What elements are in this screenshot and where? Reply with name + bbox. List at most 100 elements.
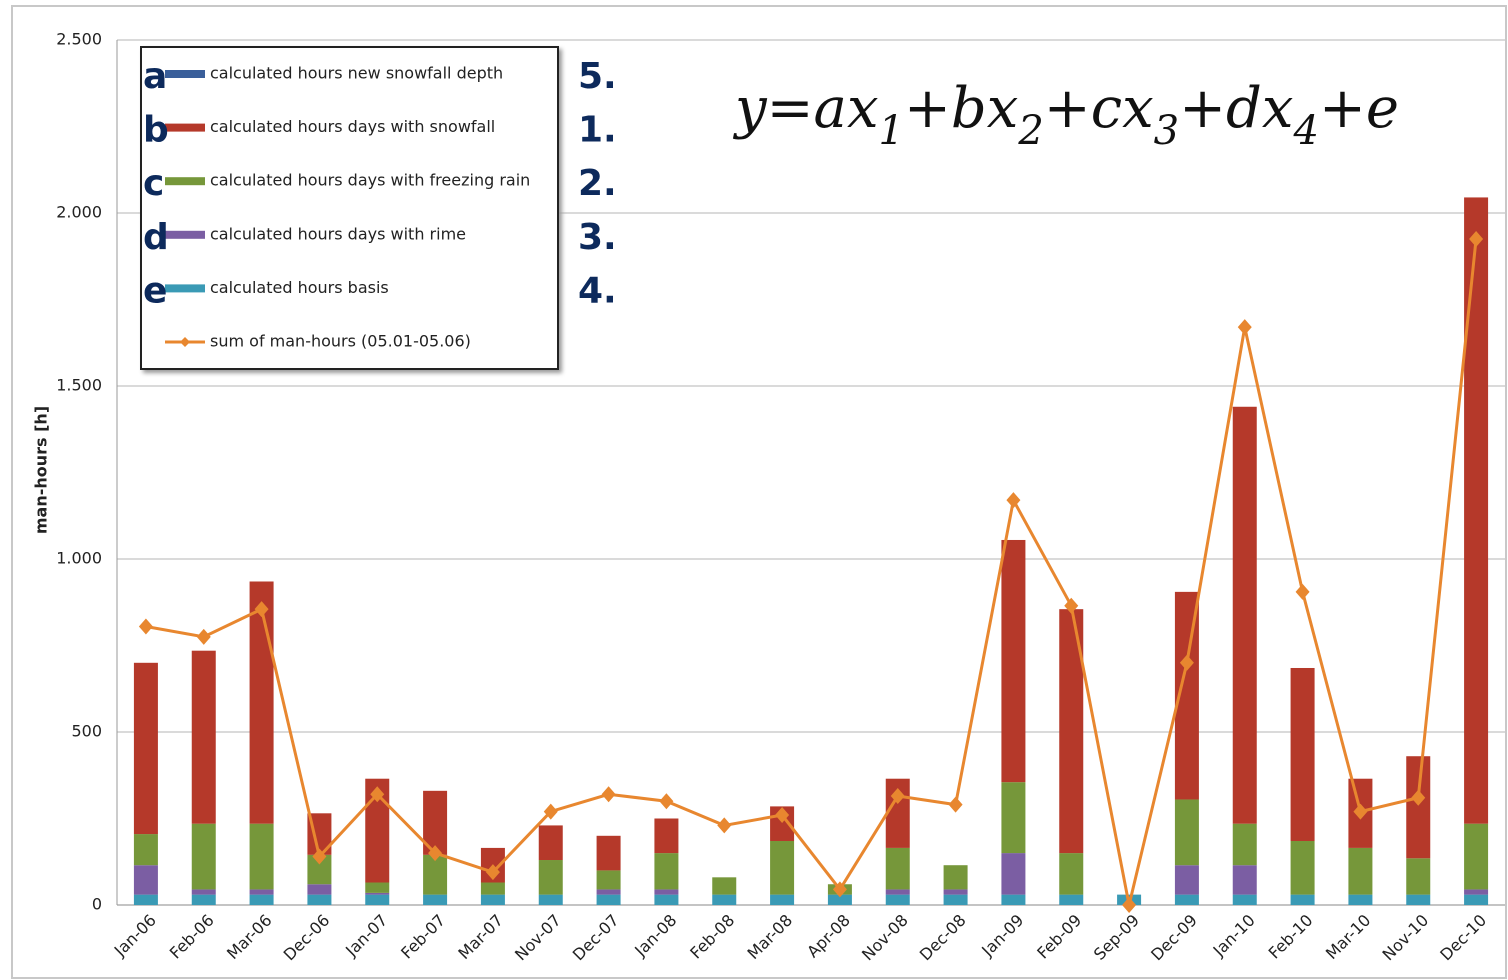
sum-marker xyxy=(1237,319,1252,336)
bar-segment xyxy=(191,889,216,895)
bar-segment xyxy=(1001,894,1026,905)
bar-segment xyxy=(480,894,505,905)
bar-segment xyxy=(1232,823,1257,866)
sum-marker xyxy=(717,817,732,834)
sum-marker xyxy=(601,786,616,803)
sum-marker xyxy=(1411,789,1426,806)
bar-segment xyxy=(1406,894,1431,905)
y-tick-label: 2.500 xyxy=(56,30,102,49)
bar-segment xyxy=(249,894,274,905)
bar-segment xyxy=(133,865,158,895)
bar-segment xyxy=(133,834,158,866)
x-tick-label: Mar-07 xyxy=(454,911,507,964)
sum-marker xyxy=(196,628,211,645)
bar-segment xyxy=(1348,847,1373,895)
sum-line xyxy=(145,238,1478,906)
bar-segment xyxy=(1290,894,1315,905)
bar-segment xyxy=(133,894,158,905)
bar-segment xyxy=(943,889,968,895)
bar-segment xyxy=(1406,756,1431,859)
bar-segment xyxy=(1174,894,1199,905)
x-tick-label: Feb-07 xyxy=(397,911,449,963)
bar-segment xyxy=(1232,894,1257,905)
bar-segment xyxy=(827,894,852,905)
legend-letter: b xyxy=(143,110,169,151)
bar-segment xyxy=(770,894,795,905)
x-tick-label: Dec-07 xyxy=(569,911,623,965)
bar-segment xyxy=(249,581,274,824)
sum-marker xyxy=(543,803,558,820)
bar-segment xyxy=(423,854,448,895)
y-axis-label: man-hours [h] xyxy=(32,406,51,534)
bar-segment xyxy=(249,889,274,895)
bar-segment xyxy=(191,894,216,905)
bar-segment xyxy=(1059,853,1084,895)
formula: y=ax1+bx2+cx3+dx4+e xyxy=(732,76,1399,155)
sum-marker xyxy=(890,788,905,805)
bar-segment xyxy=(885,847,910,890)
x-tick-label: Feb-06 xyxy=(166,911,218,963)
x-tick-label: Mar-08 xyxy=(744,911,797,964)
bar-segment xyxy=(538,894,563,905)
legend-label: calculated hours new snowfall depth xyxy=(210,64,503,83)
x-tick-label: Nov-07 xyxy=(511,911,565,965)
legend-swatch xyxy=(165,70,205,78)
legend-label: calculated hours days with snowfall xyxy=(210,117,495,136)
x-tick-label: Dec-09 xyxy=(1147,911,1201,965)
sum-marker xyxy=(138,618,153,635)
bar-segment xyxy=(1174,865,1199,895)
bar-segment xyxy=(596,889,621,895)
sum-marker xyxy=(1122,897,1137,913)
x-tick-label: Mar-10 xyxy=(1322,911,1375,964)
legend-swatch xyxy=(165,123,205,132)
bar-segment xyxy=(1464,889,1489,895)
bar-segment xyxy=(654,889,679,895)
formula-part: +dx xyxy=(1179,76,1293,141)
bar-segment xyxy=(538,860,563,895)
bar-segment xyxy=(1001,539,1026,783)
bar-segment xyxy=(1464,823,1489,890)
sum-marker xyxy=(428,845,443,862)
x-tick-label: Dec-08 xyxy=(916,911,970,965)
legend-label: calculated hours days with rime xyxy=(210,224,466,243)
bar-segment xyxy=(654,818,679,854)
rank-label: 1. xyxy=(578,110,617,151)
rank-label: 5. xyxy=(578,56,617,97)
x-tick-label: Jan-09 xyxy=(977,911,1027,961)
bar-segment xyxy=(1232,406,1257,824)
bar-segment xyxy=(596,870,621,890)
bar-segment xyxy=(596,835,621,871)
sum-marker xyxy=(659,793,674,810)
sum-marker xyxy=(1295,583,1310,600)
bar-segment xyxy=(191,823,216,890)
x-tick-label: Nov-08 xyxy=(858,911,912,965)
x-tick-label: Feb-10 xyxy=(1265,911,1317,963)
legend-letter: a xyxy=(143,56,167,97)
x-tick-label: Sep-09 xyxy=(1090,911,1143,964)
bar-segment xyxy=(1232,865,1257,895)
frame xyxy=(11,5,1507,979)
bar-segment xyxy=(712,894,737,905)
x-tick-label: Dec-06 xyxy=(280,911,334,965)
rank-label: 2. xyxy=(578,163,617,204)
x-tick-label: Jan-08 xyxy=(630,911,680,961)
rank-label: 4. xyxy=(578,270,617,311)
legend-marker xyxy=(180,337,190,347)
bar-segment xyxy=(1001,782,1026,854)
sum-marker xyxy=(254,601,269,618)
sum-marker xyxy=(832,881,847,898)
legend-swatch xyxy=(165,177,205,186)
bar-segment xyxy=(770,840,795,895)
x-tick-label: Jan-10 xyxy=(1209,911,1259,961)
x-tick-label: Feb-09 xyxy=(1033,911,1085,963)
y-tick-label: 1.000 xyxy=(56,549,102,568)
bar-segment xyxy=(191,650,216,824)
bar-segment xyxy=(480,882,505,895)
legend-letter: e xyxy=(143,270,167,311)
sum-marker xyxy=(1006,492,1021,509)
sum-marker xyxy=(948,796,963,813)
y-tick-label: 2.000 xyxy=(56,203,102,222)
sum-marker xyxy=(1353,803,1368,820)
bar-segment xyxy=(1464,894,1489,905)
bar-segment xyxy=(249,823,274,890)
